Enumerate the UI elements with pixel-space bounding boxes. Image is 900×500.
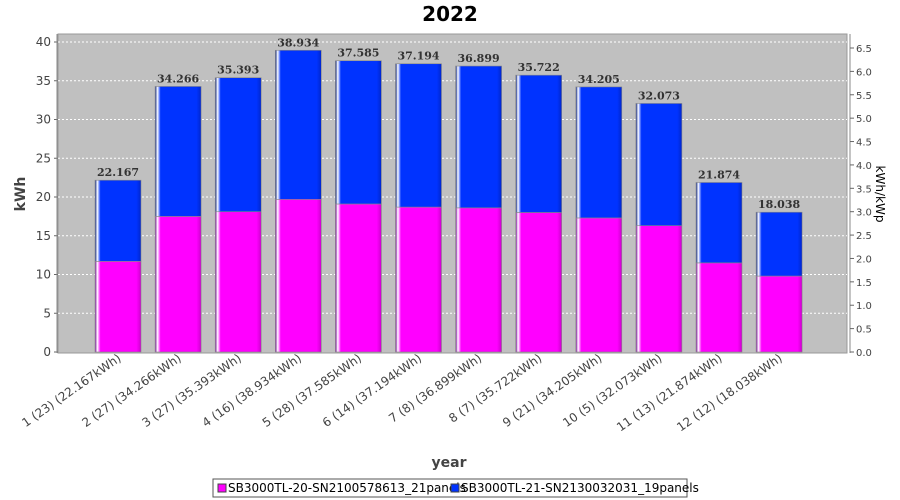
bar-total-label: 34.266 <box>157 72 199 85</box>
y-right-tick-label: 2.0 <box>856 254 872 265</box>
bar-series-2 <box>395 63 442 208</box>
y-tick-label: 20 <box>36 190 51 204</box>
y-tick-label: 15 <box>36 229 51 243</box>
bar-series-1 <box>755 275 803 353</box>
bars <box>94 49 803 353</box>
y-tick-label: 5 <box>43 306 51 320</box>
y-right-tick-label: 3.0 <box>856 208 872 219</box>
y-tick-label: 35 <box>36 74 51 88</box>
bar-total-label: 34.205 <box>578 73 620 86</box>
legend-box <box>212 478 688 498</box>
bar-series-2 <box>755 211 803 277</box>
bar-series-1 <box>515 212 563 353</box>
y-axis-left: 0 5 10 15 20 25 30 35 40 <box>36 34 58 359</box>
bar-series-2 <box>335 60 382 205</box>
bar-total-label: 32.073 <box>638 89 680 102</box>
x-tick-label: 10 (5) (32.073kWh) <box>560 351 664 430</box>
y-right-tick-label: 6.0 <box>856 67 872 78</box>
bar-series-1 <box>455 207 502 353</box>
x-tick-label: 2 (27) (34.266kWh) <box>79 351 183 430</box>
y-axis-label: kWh <box>13 177 29 212</box>
bar-total-label: 22.167 <box>97 166 139 179</box>
y-axis-right: 0.0 0.5 1.0 1.5 2.0 2.5 3.0 3.5 4.0 4.5 5.0 5.5 6.0 6… <box>849 34 872 359</box>
bar-series-1 <box>575 217 623 353</box>
y-right-tick-label: 5.0 <box>856 114 872 125</box>
bar-series-1 <box>635 225 683 353</box>
bar-series-2 <box>455 65 502 209</box>
y-tick-label: 10 <box>36 268 51 282</box>
y-right-tick-label: 4.5 <box>856 138 872 149</box>
x-tick-label: 11 (13) (21.874kWh) <box>614 351 725 434</box>
y-right-tick-label: 1.5 <box>856 278 872 289</box>
bar-total-label: 37.585 <box>337 47 379 60</box>
bar-series-2 <box>214 77 262 213</box>
y-right-tick-label: 2.5 <box>856 231 872 242</box>
y-right-tick-label: 5.5 <box>856 91 872 102</box>
y-right-tick-label: 1.0 <box>856 301 872 312</box>
x-axis-categories: 1 (23) (22.167kWh)2 (27) (34.266kWh)3 (2… <box>19 351 785 434</box>
x-tick-label: 3 (27) (35.393kWh) <box>139 351 243 430</box>
legend: SB3000TL-20-SN2100578613_21panels SB3000… <box>212 478 699 498</box>
bar-series-2 <box>94 179 142 262</box>
bar-total-label: 35.722 <box>518 61 560 74</box>
bar-total-label: 35.393 <box>217 64 259 77</box>
bar-series-1 <box>94 261 142 353</box>
y-tick-label: 30 <box>36 113 51 127</box>
y-right-tick-label: 0.5 <box>856 325 872 336</box>
bar-series-2 <box>154 86 202 217</box>
x-tick-label: 9 (21) (34.205kWh) <box>500 351 604 430</box>
y-tick-label: 40 <box>36 35 51 49</box>
bar-total-label: 38.934 <box>277 36 319 49</box>
bar-total-label: 37.194 <box>397 50 439 63</box>
y-right-tick-label: 0.0 <box>856 348 872 359</box>
x-axis-label: year <box>432 455 467 471</box>
bar-series-2 <box>274 49 322 200</box>
x-tick-label: 1 (23) (22.167kWh) <box>19 351 123 430</box>
data-labels: 22.167 34.266 35.393 38.934 37.585 37.194 36.8… <box>97 36 801 211</box>
bar-series-2 <box>635 103 683 226</box>
y-axis-right-label: kWh/kWp <box>873 166 887 223</box>
legend-label-2: SB3000TL-21-SN2130032031_19panels <box>461 481 699 495</box>
x-tick-label: 5 (28) (37.585kWh) <box>260 351 364 430</box>
legend-swatch-2 <box>450 483 460 493</box>
y-tick-label: 0 <box>43 345 51 359</box>
bar-total-label: 21.874 <box>698 168 740 181</box>
y-tick-label: 25 <box>36 151 51 165</box>
bar-series-1 <box>695 262 743 353</box>
x-tick-label: 4 (16) (38.934kWh) <box>200 351 304 430</box>
x-tick-label: 6 (14) (37.194kWh) <box>320 351 424 430</box>
bar-series-2 <box>575 86 623 219</box>
x-tick-label: 12 (12) (18.038kWh) <box>674 351 785 434</box>
y-right-tick-label: 6.5 <box>856 44 872 55</box>
bar-series-1 <box>154 216 202 353</box>
chart-title: 2022 <box>422 2 478 26</box>
legend-label-1: SB3000TL-20-SN2100578613_21panels <box>228 481 466 495</box>
legend-swatch-1 <box>217 483 227 493</box>
bar-series-2 <box>695 182 743 264</box>
bar-series-1 <box>214 211 262 353</box>
bar-series-1 <box>395 206 442 353</box>
bar-series-2 <box>515 74 563 213</box>
y-right-tick-label: 3.5 <box>856 184 872 195</box>
bar-total-label: 36.899 <box>458 52 500 65</box>
bar-total-label: 18.038 <box>758 198 800 211</box>
bar-series-1 <box>335 203 382 353</box>
bar-series-1 <box>274 199 322 353</box>
y-right-tick-label: 4.0 <box>856 161 872 172</box>
